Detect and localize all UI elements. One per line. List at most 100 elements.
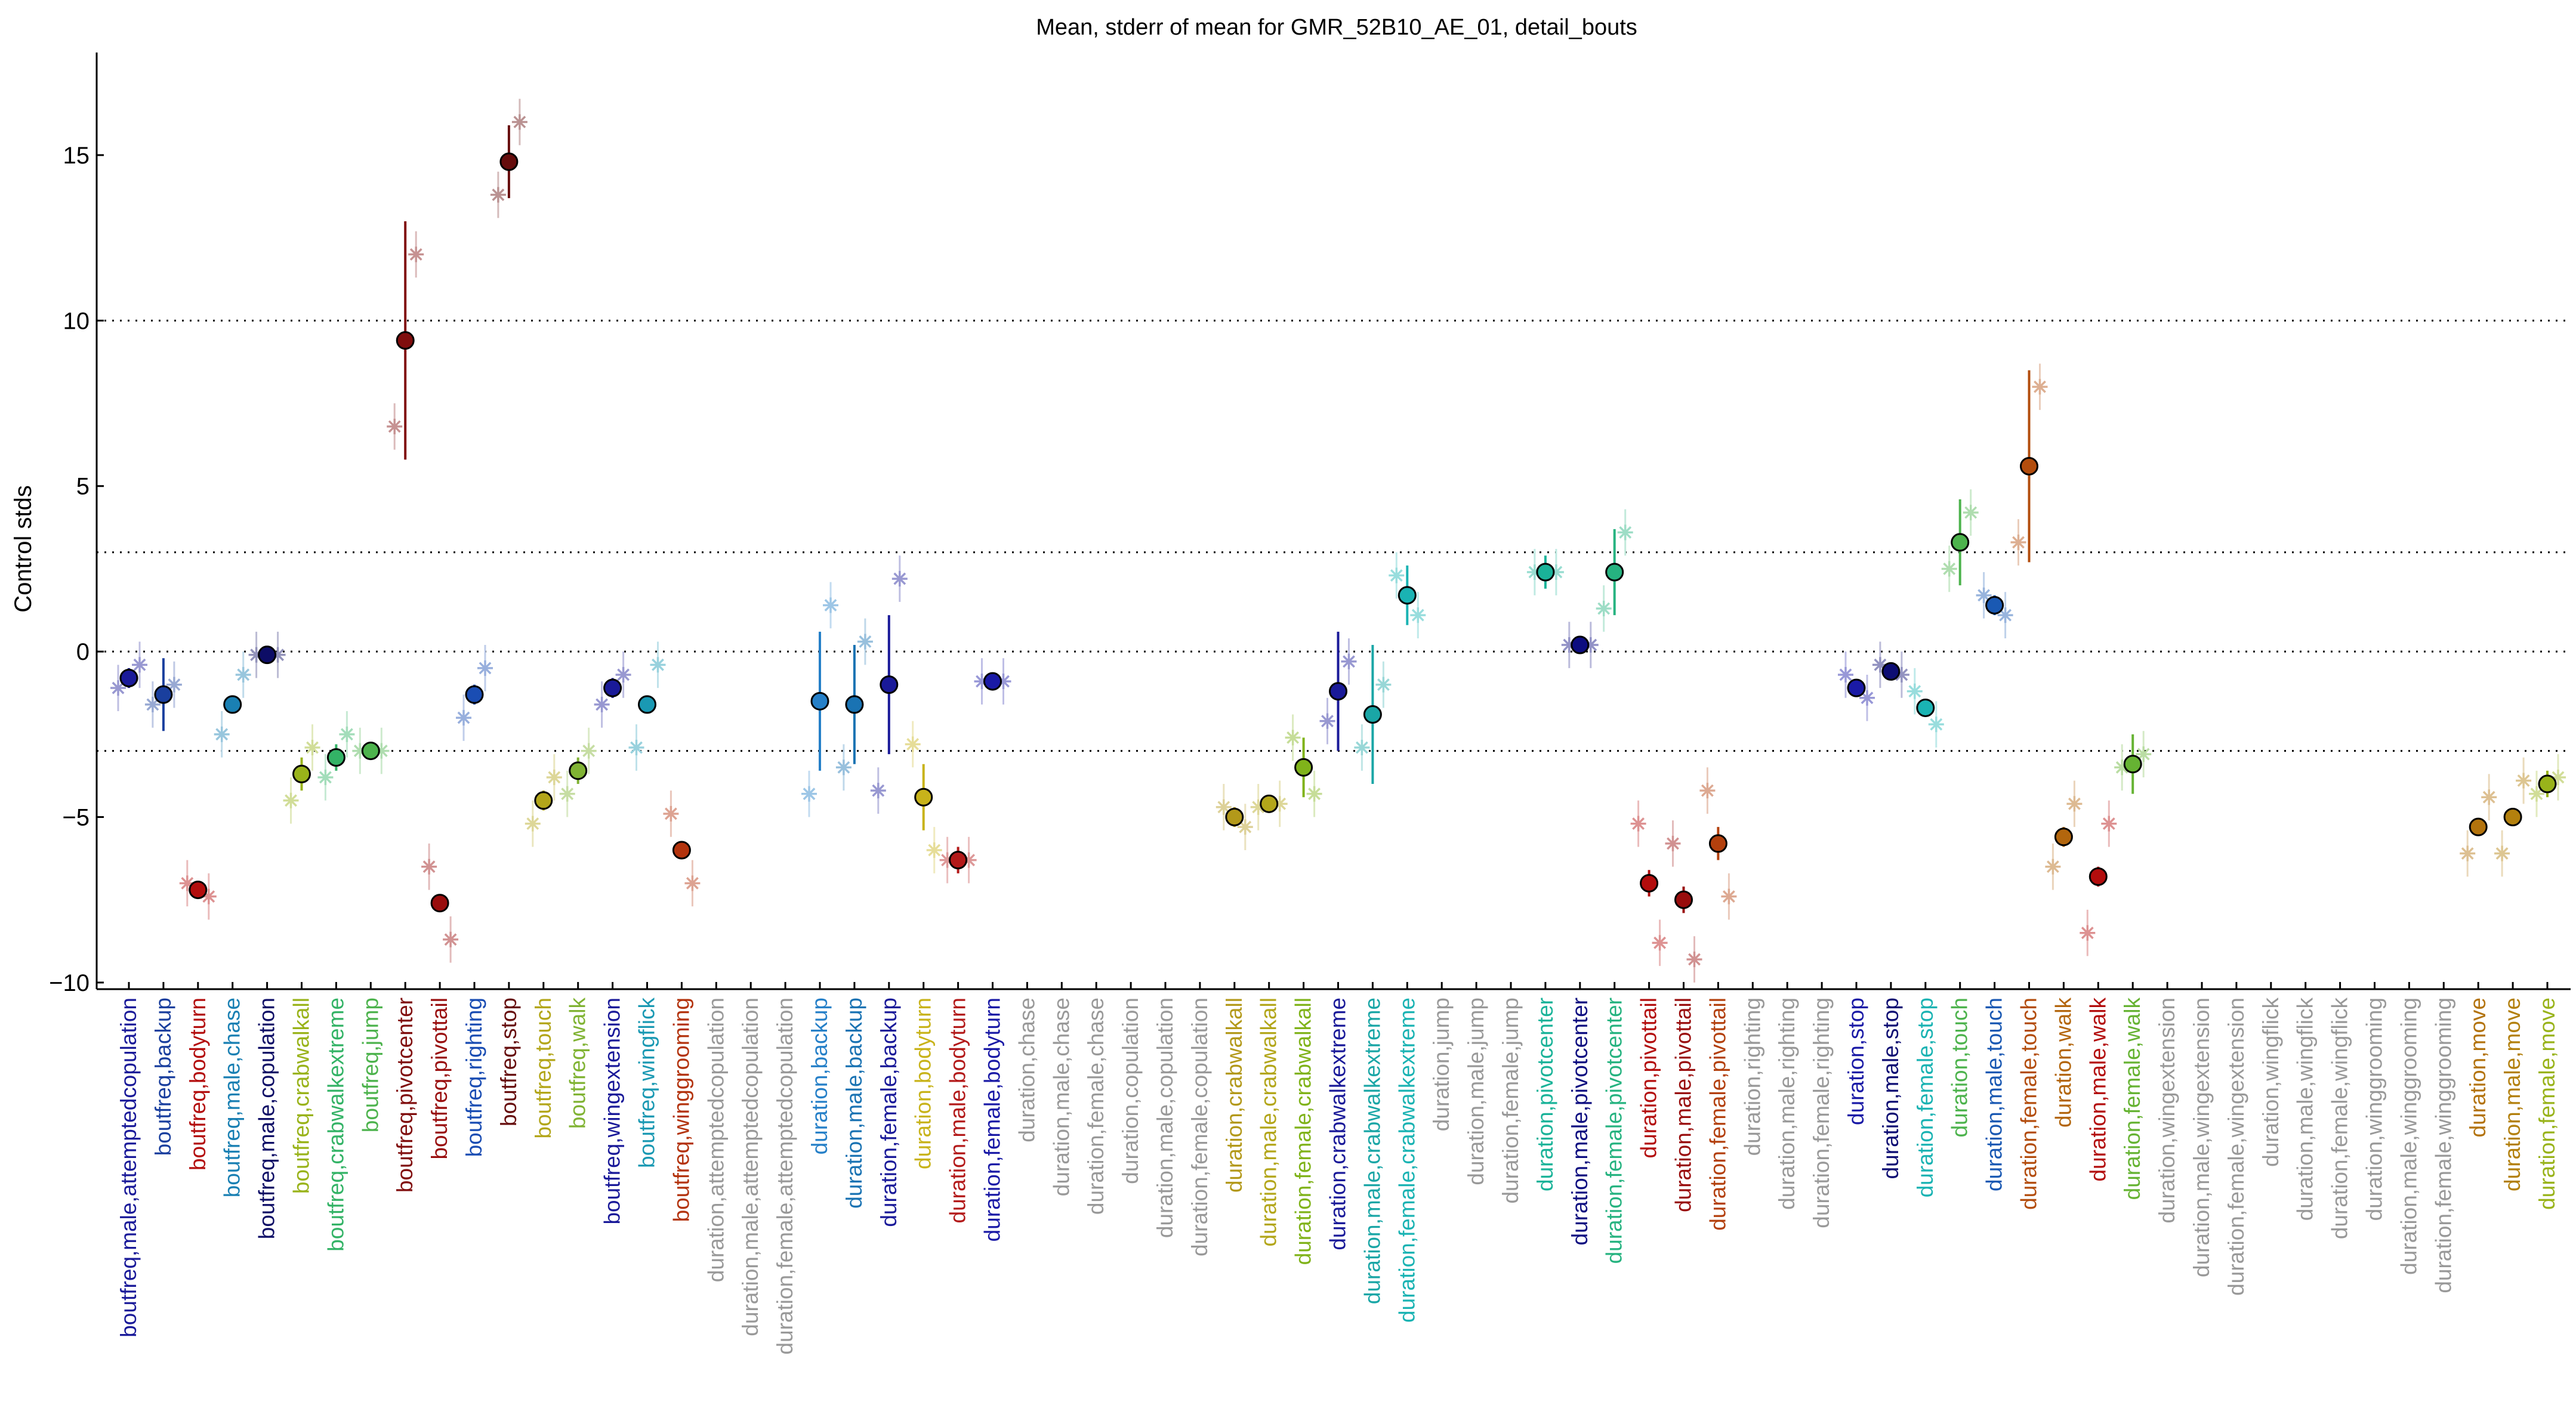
male-marker <box>2010 535 2026 551</box>
marker-stroke <box>928 844 941 857</box>
marker-stroke <box>582 745 596 757</box>
y-tick-label: 15 <box>63 143 90 169</box>
marker-stroke <box>1619 526 1632 539</box>
x-tick-label: duration,righting <box>1740 998 1764 1156</box>
mean-point <box>361 742 380 761</box>
female-marker <box>511 114 527 130</box>
mean-point <box>1640 873 1659 893</box>
female-marker <box>1617 524 1633 541</box>
x-tick-label: duration,male,wingflick <box>2293 998 2318 1221</box>
x-tick-label: duration,female,stop <box>1913 998 1938 1197</box>
marker-stroke <box>686 877 699 890</box>
x-tick-label: duration,wingextension <box>2155 998 2179 1223</box>
marker-stroke <box>1930 718 1943 731</box>
marker-stroke <box>1411 609 1424 622</box>
marker-stroke <box>388 420 401 433</box>
marker-stroke <box>1874 658 1887 671</box>
marker-stroke <box>285 794 297 807</box>
male-marker <box>1389 567 1405 583</box>
x-tick-label: duration,copulation <box>1118 998 1143 1184</box>
male-marker <box>1285 730 1301 746</box>
male-marker <box>1596 601 1612 617</box>
marker-stroke <box>1908 685 1921 698</box>
y-ticks: −10 −5 0 5 10 15 <box>49 143 104 996</box>
marker-stroke <box>617 668 630 681</box>
x-tick-label: duration,female,wingextension <box>2224 998 2248 1296</box>
marker-stroke <box>561 788 574 801</box>
x-tick-label: boutfreq,male,attemptedcopulation <box>116 998 141 1338</box>
x-tick-label: boutfreq,jump <box>358 998 382 1132</box>
x-tick-label: duration,male,bodyturn <box>946 998 970 1223</box>
marker-stroke <box>1701 784 1714 797</box>
x-tick-label: duration,male,copulation <box>1153 998 1177 1238</box>
marker-stroke <box>444 933 457 946</box>
male-marker <box>1354 740 1370 756</box>
x-tick-label: duration,crabwalkall <box>1222 998 1247 1193</box>
mean-point <box>1294 758 1313 777</box>
x-tick-label: duration,male,wingextension <box>2189 998 2214 1277</box>
female-marker <box>581 743 597 759</box>
male-marker <box>905 736 921 752</box>
marker-stroke <box>2034 380 2046 393</box>
marker-stroke <box>319 771 332 784</box>
mean-point <box>258 646 277 665</box>
x-tick-label: duration,male,walk <box>2086 998 2110 1182</box>
mean-point <box>1571 635 1590 654</box>
mean-point <box>983 672 1002 691</box>
male-marker <box>663 805 679 822</box>
mean-point <box>499 152 519 171</box>
marker-stroke <box>513 116 526 128</box>
x-tick-label: duration,touch <box>1948 998 1972 1138</box>
mean-point <box>1985 595 2004 614</box>
marker-stroke <box>652 658 664 671</box>
male-marker <box>525 816 541 832</box>
marker-stroke <box>409 248 422 261</box>
female-marker <box>2032 379 2048 395</box>
marker-stroke <box>1895 668 1908 681</box>
x-tick-label: duration,female,pivottail <box>1705 998 1730 1231</box>
mean-point <box>1260 794 1279 813</box>
marker-stroke <box>112 681 125 694</box>
x-ticks: boutfreq,male,attemptedcopulation boutfre… <box>116 982 2559 1355</box>
male-marker <box>2045 859 2061 875</box>
male-marker <box>835 759 852 776</box>
marker-stroke <box>492 189 505 201</box>
female-marker <box>926 842 942 858</box>
male-marker <box>1215 799 1232 815</box>
mean-point <box>672 841 691 860</box>
x-tick-label: duration,move <box>2466 998 2490 1137</box>
marker-stroke <box>2517 774 2530 787</box>
mean-point <box>1397 586 1417 605</box>
female-marker <box>477 660 493 676</box>
mean-point <box>949 851 968 870</box>
female-marker <box>2101 816 2117 832</box>
male-marker <box>2460 845 2476 861</box>
x-tick-label: duration,chase <box>1014 998 1039 1142</box>
x-tick-label: duration,male,pivottail <box>1671 998 1696 1212</box>
marker-stroke <box>2137 748 2150 761</box>
sex-markers <box>110 114 2566 968</box>
female-marker <box>235 666 251 683</box>
female-marker <box>1928 717 1944 733</box>
x-tick-label: duration,wingflick <box>2259 998 2283 1167</box>
x-tick-label: duration,backup <box>807 998 832 1154</box>
marker-stroke <box>340 728 353 741</box>
female-marker <box>823 597 838 613</box>
y-tick-label: 10 <box>63 308 90 334</box>
marker-stroke <box>1239 820 1252 833</box>
female-marker <box>2516 773 2532 789</box>
female-marker <box>857 634 873 650</box>
female-marker <box>684 875 701 891</box>
female-marker <box>650 657 666 673</box>
x-tick-label: boutfreq,bodyturn <box>186 998 210 1171</box>
marker-stroke <box>202 890 215 903</box>
x-tick-label: duration,female,winggrooming <box>2431 998 2455 1293</box>
marker-stroke <box>2081 927 2094 940</box>
female-marker <box>1721 888 1737 904</box>
male-marker <box>801 786 817 802</box>
x-tick-label: duration,pivotcenter <box>1533 998 1557 1191</box>
marker-stroke <box>1688 953 1701 966</box>
mean-point <box>2088 867 2108 886</box>
x-tick-label: boutfreq,crabwalkall <box>289 998 314 1194</box>
female-marker <box>2481 789 2497 805</box>
